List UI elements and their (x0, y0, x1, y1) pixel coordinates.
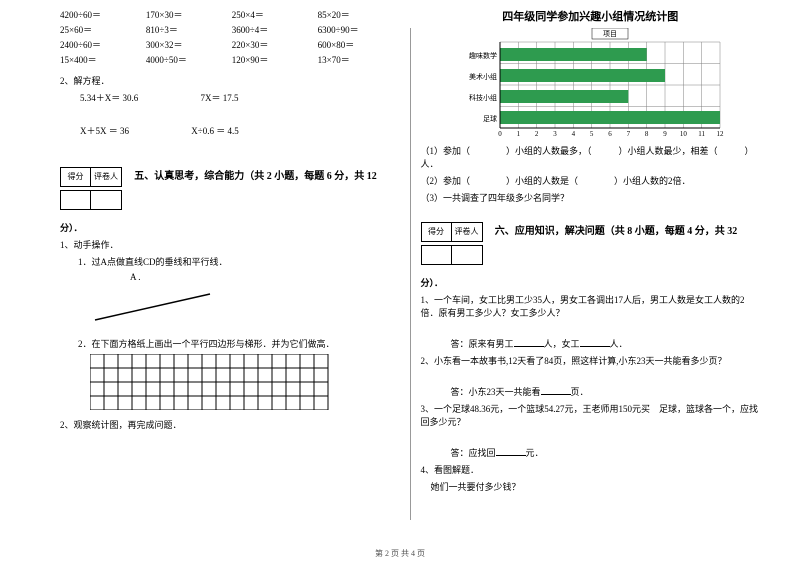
bar-chart: 项目0123456789101112趣味数学美术小组科技小组足球 (450, 28, 730, 138)
q6-2: 2、小东看一本故事书,12天看了84页，照这样计算,小东23天一共能看多少页？ (421, 354, 761, 367)
math-cell: 85×20＝ (318, 8, 400, 21)
section-6-title: 六、应用知识，解决问题（共 8 小题，每题 4 分，共 32 (495, 226, 738, 237)
svg-text:美术小组: 美术小组 (469, 72, 497, 81)
svg-text:足球: 足球 (483, 114, 497, 123)
math-cell: 250×4＝ (232, 8, 314, 21)
a2-end: 页． (571, 387, 589, 397)
svg-text:9: 9 (664, 130, 668, 138)
svg-text:6: 6 (609, 130, 613, 138)
math-cell: 4000÷50＝ (146, 53, 228, 66)
chart-svg: 项目0123456789101112趣味数学美术小组科技小组足球 (450, 28, 730, 138)
math-cell: 3600÷4＝ (232, 23, 314, 36)
blank (514, 337, 544, 347)
math-cell: 300×32＝ (146, 38, 228, 51)
answer-2: 答：小东23天一共能看 页． (451, 385, 761, 398)
left-column: 4200÷60＝ 170×30＝ 250×4＝ 85×20＝ 25×60＝ 81… (50, 8, 410, 540)
math-cell: 120×90＝ (232, 53, 314, 66)
q6-4b: 她们一共要付多少钱？ (431, 480, 761, 493)
q5-1: 1、动手操作． (60, 238, 400, 251)
svg-text:8: 8 (645, 130, 649, 138)
math-cell: 810÷3＝ (146, 23, 228, 36)
section-5-title: 五、认真思考，综合能力（共 2 小题，每题 6 分，共 12 (134, 171, 377, 182)
svg-text:2: 2 (535, 130, 539, 138)
grader-empty (452, 246, 482, 264)
fen-label: 分）． (421, 276, 761, 289)
score-box: 得分 评卷人 (60, 167, 122, 187)
a3-end: 元． (526, 448, 544, 458)
a1-end: 人． (610, 339, 628, 349)
q5-2: 2、观察统计图，再完成问题． (60, 418, 400, 431)
q5-1-2: 2．在下面方格纸上画出一个平行四边形与梯形．并为它们做高． (78, 337, 400, 350)
a2-pre: 答：小东23天一共能看 (451, 387, 541, 397)
grader-label: 评卷人 (452, 223, 482, 241)
svg-text:10: 10 (680, 130, 688, 138)
answer-1: 答：原来有男工 人，女工 人． (451, 337, 761, 350)
svg-text:1: 1 (517, 130, 521, 138)
svg-text:3: 3 (554, 130, 558, 138)
grid-paper (90, 354, 330, 410)
math-cell: 2400÷60＝ (60, 38, 142, 51)
q6-1: 1、一个车间，女工比男工少35人，男女工各调出17人后，男工人数是女工人数的2倍… (421, 293, 761, 319)
blank (541, 385, 571, 395)
chart-q3: （3）一共调查了四年级多少名同学？ (421, 191, 761, 204)
q6-4: 4、看图解题． (421, 463, 761, 476)
math-cell: 170×30＝ (146, 8, 228, 21)
equation: 5.34＋X＝ 30.6 (80, 91, 138, 104)
svg-text:0: 0 (499, 130, 503, 138)
fen-label: 分）． (60, 221, 400, 234)
svg-text:项目: 项目 (603, 30, 617, 38)
grader-label: 评卷人 (91, 168, 121, 186)
svg-text:4: 4 (572, 130, 576, 138)
eq-row-2: X＋5X ＝ 36 X÷0.6 ＝ 4.5 (80, 124, 400, 137)
svg-text:趣味数学: 趣味数学 (469, 51, 497, 60)
score-box-empty (60, 190, 122, 210)
math-cell: 25×60＝ (60, 23, 142, 36)
blank (496, 446, 526, 456)
score-empty (61, 191, 91, 209)
math-cell: 4200÷60＝ (60, 8, 142, 21)
math-cell: 600×80＝ (318, 38, 400, 51)
equation: X＋5X ＝ 36 (80, 124, 129, 137)
grader-empty (91, 191, 121, 209)
equation: 7X＝ 17.5 (201, 91, 239, 104)
score-label: 得分 (422, 223, 452, 241)
math-cell: 6300÷90＝ (318, 23, 400, 36)
chart-q1: （1）参加（ ）小组的人数最多，（ ）小组人数最少，相差（ ）人． (421, 144, 761, 170)
score-box-empty (421, 245, 483, 265)
q6-3: 3、一个足球48.36元，一个篮球54.27元，王老师用150元买 足球，篮球各… (421, 402, 761, 428)
math-cell: 220×30＝ (232, 38, 314, 51)
equation: X÷0.6 ＝ 4.5 (191, 124, 238, 137)
answer-3: 答：应找回 元． (451, 446, 761, 459)
svg-text:12: 12 (717, 130, 725, 138)
math-cell: 15×400＝ (60, 53, 142, 66)
chart-title: 四年级同学参加兴趣小组情况统计图 (421, 8, 761, 24)
a1-mid: 人，女工 (544, 339, 580, 349)
q5-1-1: 1．过A点做直线CD的垂线和平行线． (78, 255, 400, 268)
chart-q2: （2）参加（ ）小组的人数是（ ）小组人数的2倍． (421, 174, 761, 187)
question-2: 2、解方程． (60, 74, 400, 87)
svg-text:5: 5 (590, 130, 594, 138)
page-footer: 第 2 页 共 4 页 (0, 548, 800, 559)
a1-pre: 答：原来有男工 (451, 339, 514, 349)
math-grid: 4200÷60＝ 170×30＝ 250×4＝ 85×20＝ 25×60＝ 81… (60, 8, 400, 66)
line-segment (95, 294, 210, 320)
svg-text:7: 7 (627, 130, 631, 138)
svg-text:科技小组: 科技小组 (469, 93, 497, 102)
right-column: 四年级同学参加兴趣小组情况统计图 项目0123456789101112趣味数学美… (411, 8, 771, 540)
math-cell: 13×70＝ (318, 53, 400, 66)
score-empty (422, 246, 452, 264)
svg-text:11: 11 (699, 130, 706, 138)
a3-pre: 答：应找回 (451, 448, 496, 458)
score-label: 得分 (61, 168, 91, 186)
line-cd (90, 282, 220, 332)
score-box: 得分 评卷人 (421, 222, 483, 242)
eq-row-1: 5.34＋X＝ 30.6 7X＝ 17.5 (80, 91, 400, 104)
blank (580, 337, 610, 347)
point-a: A . (130, 272, 400, 282)
